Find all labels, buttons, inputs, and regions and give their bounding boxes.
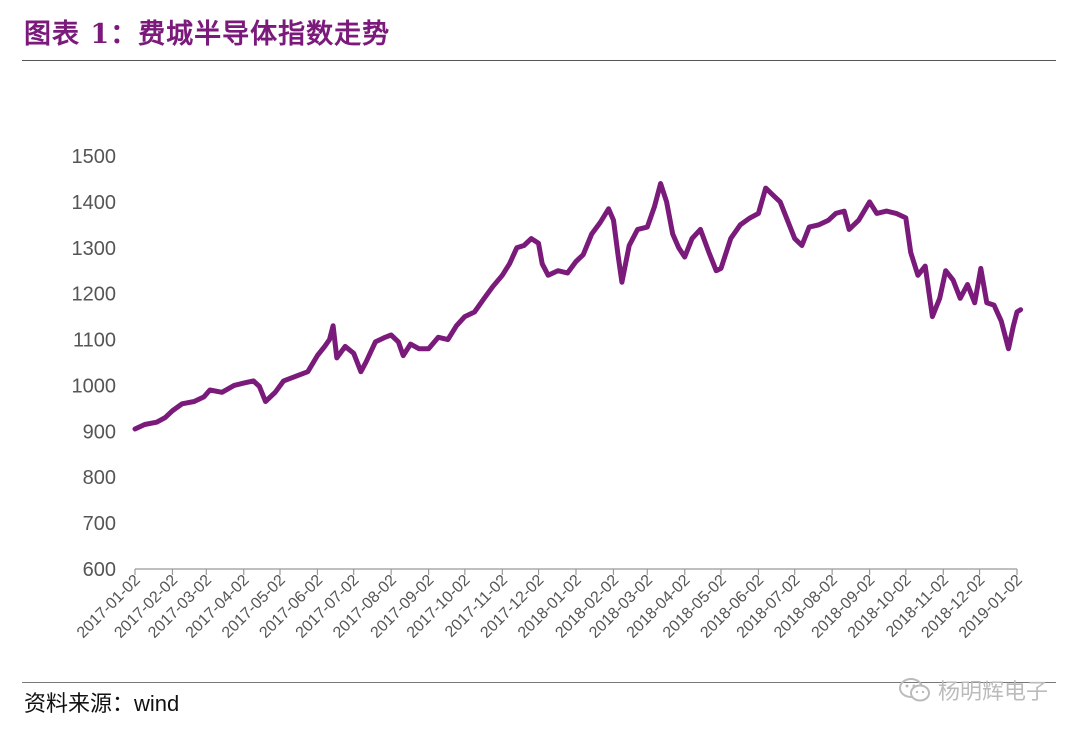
watermark: 杨明辉电子 — [898, 674, 1048, 706]
y-tick-label: 1000 — [72, 375, 117, 397]
y-tick-label: 1100 — [73, 330, 116, 352]
y-tick-label: 800 — [83, 467, 116, 489]
y-tick-label: 900 — [83, 421, 116, 443]
source-note: 资料来源：wind — [24, 686, 179, 718]
top-divider — [22, 60, 1056, 61]
y-tick-label: 1400 — [72, 192, 117, 214]
line-chart: 6007008009001000110012001300140015002017… — [72, 146, 1026, 642]
source-value: wind — [134, 691, 180, 716]
page-title: 图表 1：费城半导体指数走势 — [24, 19, 391, 50]
y-tick-label: 1300 — [72, 238, 117, 260]
y-tick-label: 1500 — [72, 146, 117, 168]
watermark-text: 杨明辉电子 — [937, 680, 1048, 705]
source-label: 资料来源： — [24, 692, 135, 717]
series-line — [132, 181, 1024, 432]
y-tick-label: 1200 — [72, 284, 117, 306]
y-tick-label: 700 — [83, 513, 116, 535]
wechat-icon — [898, 678, 930, 702]
bottom-divider — [22, 682, 1056, 683]
y-tick-label: 600 — [83, 559, 116, 581]
